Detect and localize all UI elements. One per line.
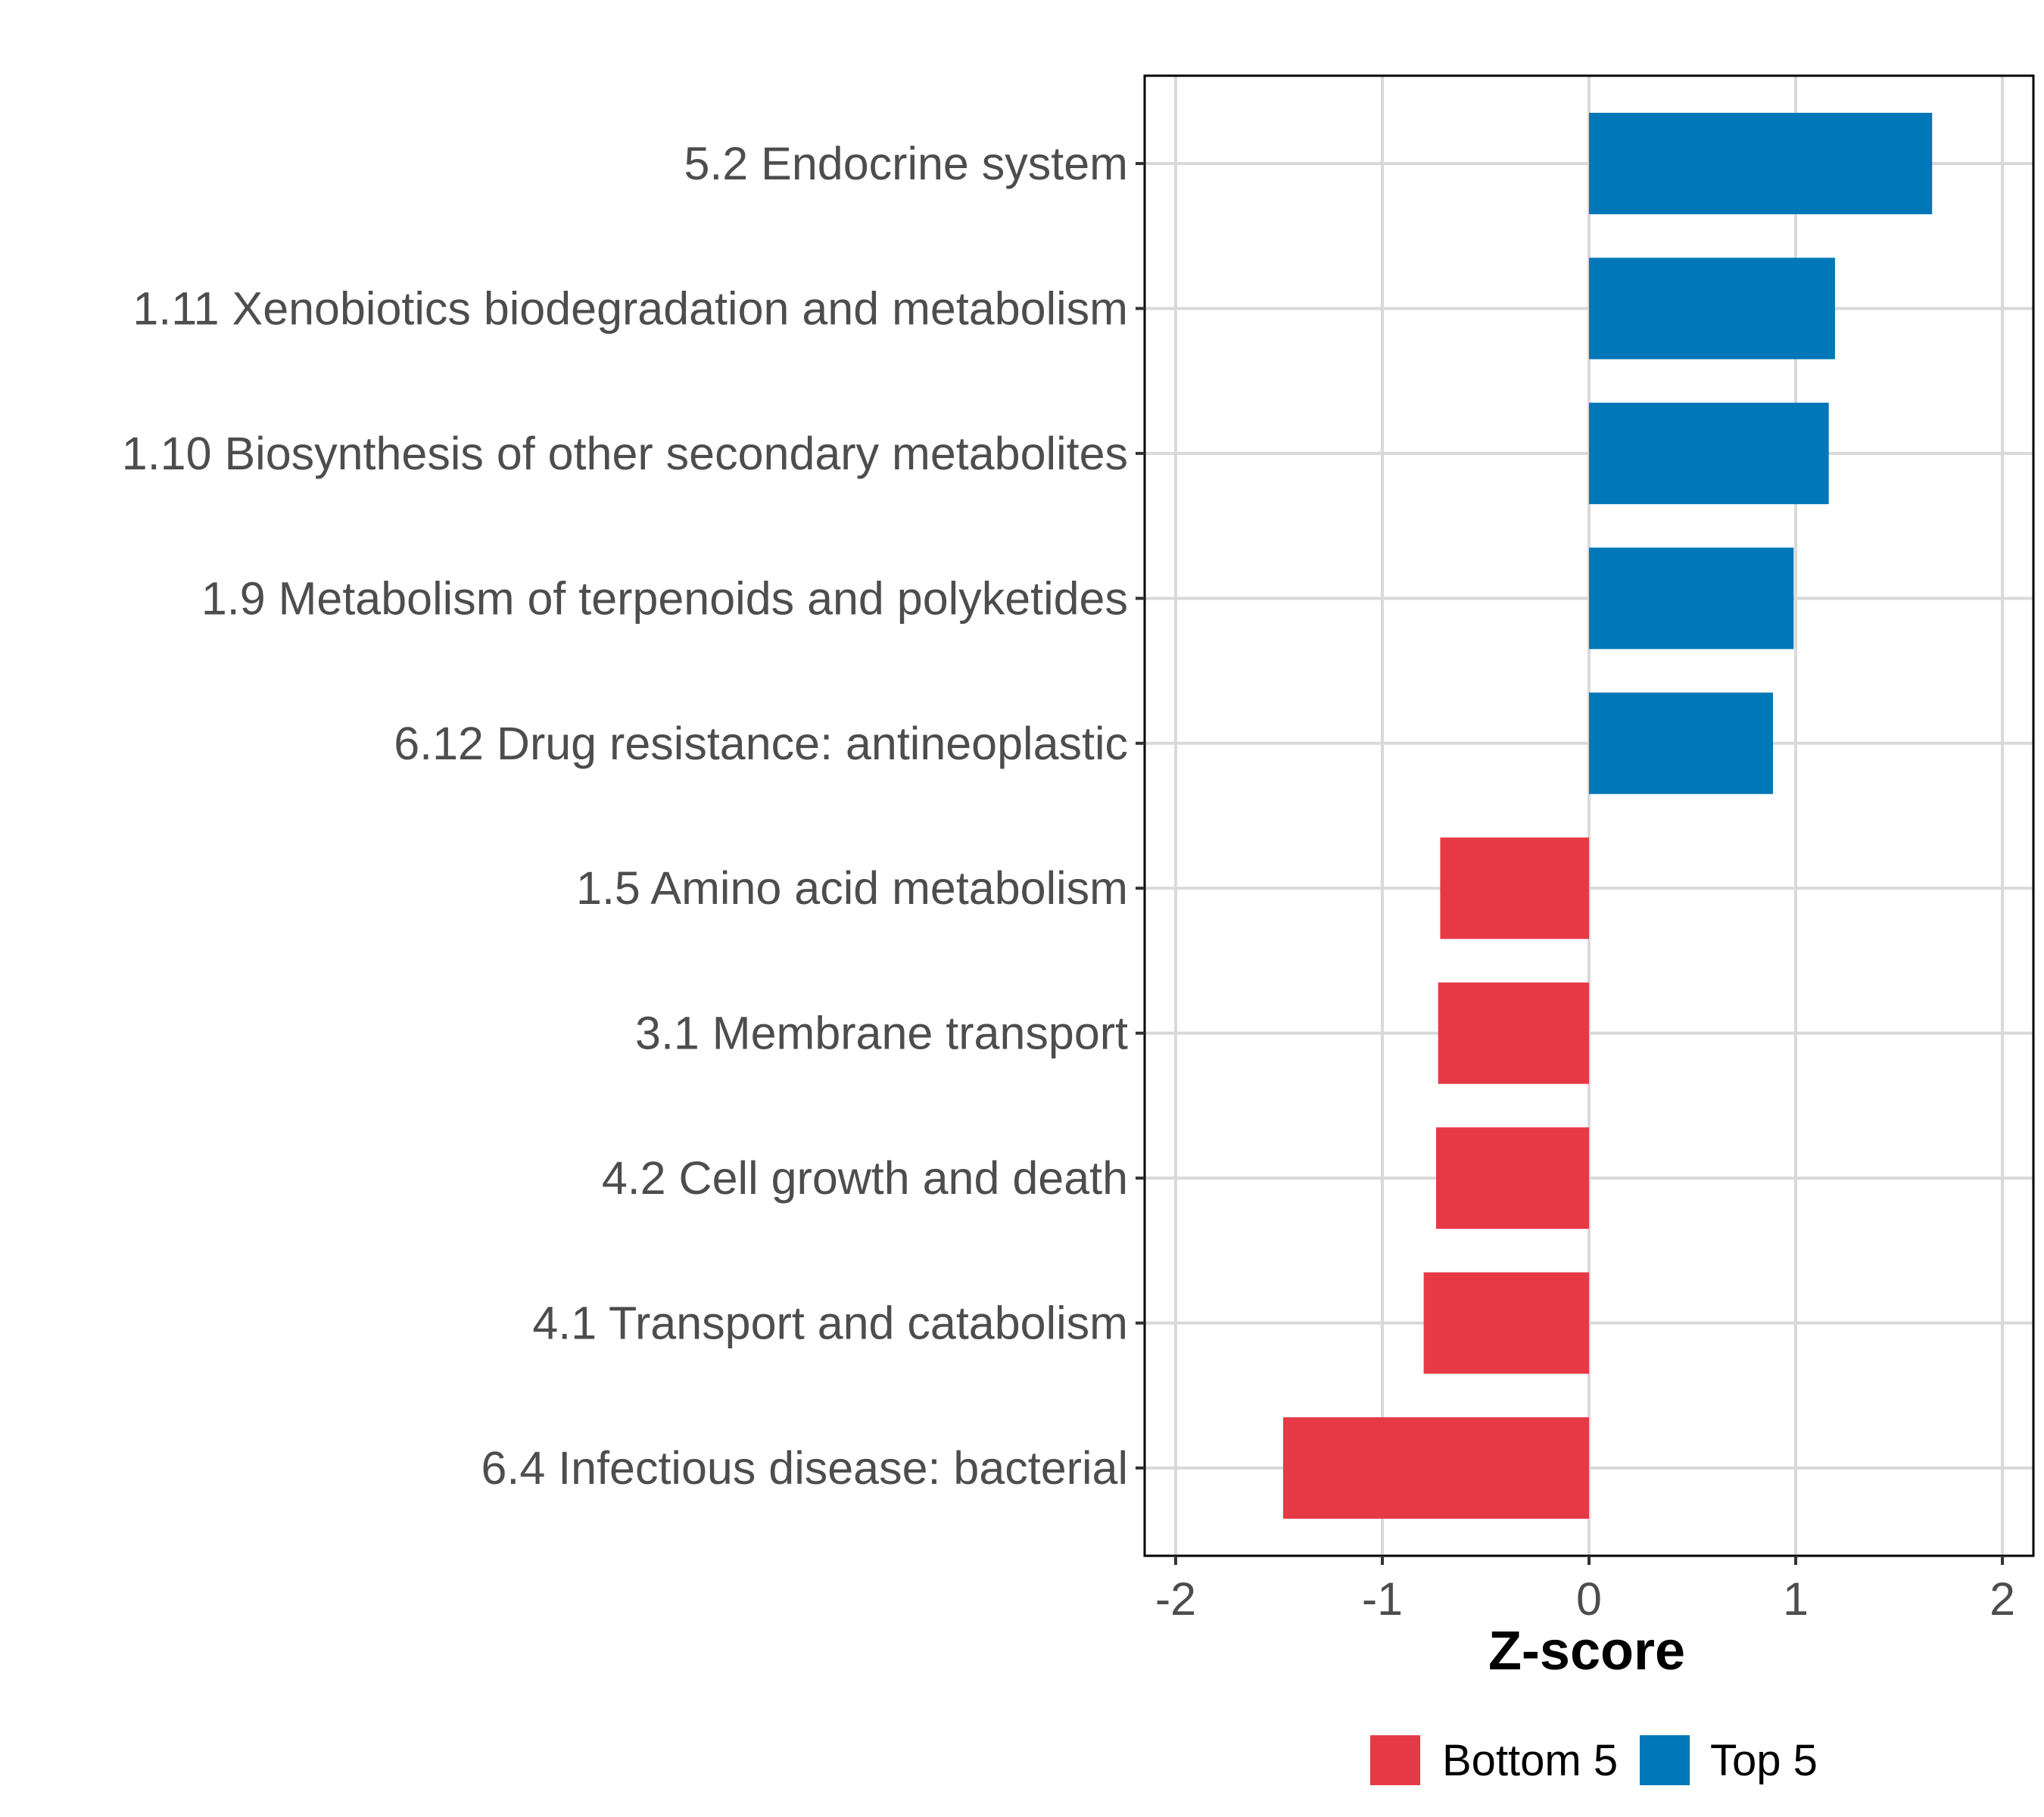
category-label-0: 5.2 Endocrine system	[684, 138, 1128, 189]
bar-3	[1589, 547, 1794, 650]
category-label-4: 6.12 Drug resistance: antineoplastic	[394, 718, 1128, 769]
bar-0	[1589, 113, 1933, 214]
x-tick-label-1: -1	[1362, 1573, 1403, 1625]
category-label-6: 3.1 Membrane transport	[635, 1008, 1128, 1059]
bar-4	[1589, 692, 1773, 794]
bar-6	[1438, 982, 1589, 1084]
legend-swatch-0	[1370, 1735, 1420, 1785]
x-axis-labels: -2 -1 0 1 2	[1155, 1573, 2015, 1625]
category-label-5: 1.5 Amino acid metabolism	[576, 862, 1128, 914]
bars	[1282, 113, 1933, 1519]
bar-8	[1423, 1272, 1589, 1374]
x-axis-ticks	[1173, 1556, 2005, 1565]
bar-2	[1589, 402, 1829, 504]
bar-7	[1435, 1127, 1589, 1230]
x-tick-label-3: 1	[1783, 1573, 1809, 1625]
bar-1	[1589, 257, 1835, 360]
x-axis-title: Z-score	[1488, 1621, 1685, 1681]
category-label-2: 1.10 Biosynthesis of other secondary met…	[122, 428, 1128, 479]
y-axis-ticks	[1136, 162, 1145, 1469]
bar-5	[1440, 837, 1589, 940]
x-tick-label-0: -2	[1155, 1573, 1196, 1625]
x-tick-label-2: 0	[1576, 1573, 1602, 1625]
legend: Bottom 5 Top 5	[1370, 1735, 1818, 1785]
category-label-7: 4.2 Cell growth and death	[602, 1152, 1128, 1204]
legend-label-0: Bottom 5	[1442, 1736, 1618, 1785]
x-tick-label-4: 2	[1989, 1573, 2015, 1625]
legend-swatch-1	[1640, 1735, 1690, 1785]
legend-label-1: Top 5	[1710, 1736, 1818, 1785]
category-label-1: 1.11 Xenobiotics biodegradation and meta…	[132, 282, 1128, 334]
category-label-8: 4.1 Transport and catabolism	[532, 1298, 1128, 1349]
bar-9	[1282, 1417, 1589, 1519]
category-label-3: 1.9 Metabolism of terpenoids and polyket…	[201, 572, 1128, 624]
category-label-9: 6.4 Infectious disease: bacterial	[481, 1442, 1128, 1494]
y-axis-labels: 5.2 Endocrine system 1.11 Xenobiotics bio…	[122, 138, 1128, 1494]
